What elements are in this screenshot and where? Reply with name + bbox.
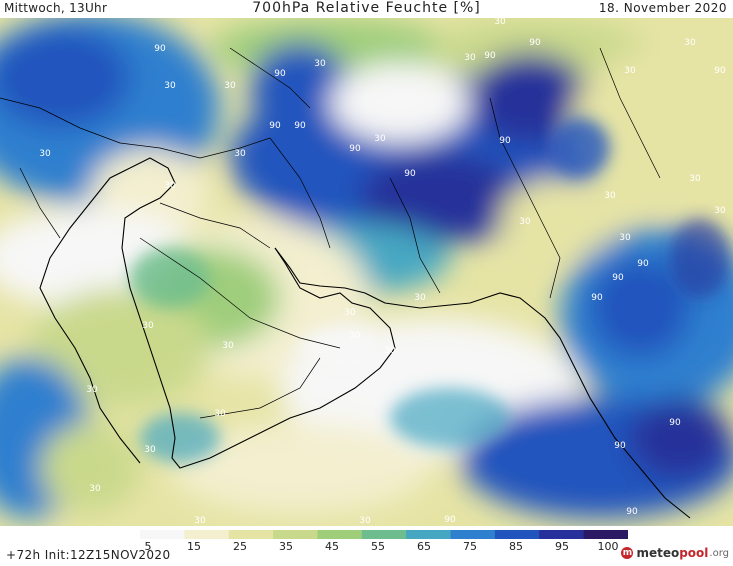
contour-label: 90 [614,441,626,451]
brand-accent: pool [679,546,709,560]
contour-label: 90 [529,38,541,48]
contour-label: 90 [444,515,456,525]
contour-label: 30 [619,233,631,243]
colorbar-segment [450,530,496,539]
contour-label: 90 [404,169,416,179]
colorbar-tick-label: 45 [325,540,339,553]
colorbar-segment [406,530,452,539]
contour-label: 30 [604,191,616,201]
humidity-map[interactable]: 90 30 30 30 30 30 90 90 30 30 90 90 90 30 30 30 30 90 90 90… [0,18,733,526]
meteopool-icon: m [621,547,634,559]
contour-label: 90 [669,418,681,428]
colorbar-segment [184,530,230,539]
colorbar-tick-label: 55 [371,540,385,553]
contour-label: 90 [499,136,511,146]
forecast-time: Mittwoch, 13Uhr [4,1,108,15]
contour-label: 90 [484,51,496,61]
contour-label: 30 [689,174,701,184]
brand-prefix: meteo [636,546,680,560]
contour-label: 90 [612,273,624,283]
contour-label: 90 [626,507,638,517]
colorbar-labels: 5 15 25 35 45 55 65 75 85 95 100 [0,540,733,554]
contour-label: 90 [274,69,286,79]
contour-label: 30 [144,445,156,455]
brand-suffix: .org [709,547,729,559]
humidity-field [0,18,733,518]
contour-label: 30 [494,18,506,27]
contour-label: 30 [384,346,396,356]
forecast-date: 18. November 2020 [598,1,727,15]
contour-label: 30 [89,484,101,494]
contour-labels: 90 30 30 30 30 30 90 90 30 30 90 90 90 30 30 30 30 90 90 90… [39,18,726,526]
contour-label: 30 [519,217,531,227]
colorbar-tick-label: 85 [509,540,523,553]
contour-label: 30 [39,149,51,159]
country-borders [0,47,661,419]
coastlines [39,157,691,519]
contour-label: 30 [194,516,206,526]
colorbar-segment [273,530,318,539]
contour-label: 30 [414,293,426,303]
contour-label: 90 [294,121,306,131]
contour-label: 30 [624,66,636,76]
colorbar-tick-label: 15 [187,540,201,553]
contour-label: 30 [684,38,696,48]
colorbar-tick-label: 95 [555,540,569,553]
brand-logo[interactable]: m meteo pool .org [621,546,729,560]
colorbar-tick-label: 100 [597,540,619,553]
colorbar-segment [539,530,585,539]
contour-label: 90 [349,144,361,154]
colorbar-segment [228,530,274,539]
contour-label: 90 [591,293,603,303]
contour-label: 90 [637,259,649,269]
map-title: 700hPa Relative Feuchte [%] [252,0,481,16]
colorbar-tick-label: 65 [417,540,431,553]
colorbar-tick-label: 75 [463,540,477,553]
contour-label: 30 [344,308,356,318]
colorbar-segment [140,530,185,539]
contour-label: 30 [234,149,246,159]
humidity-detail [130,118,730,463]
contour-label: 30 [714,206,726,216]
header: Mittwoch, 13Uhr 700hPa Relative Feuchte … [0,0,733,18]
colorbar-segment [494,530,540,539]
contour-label: 30 [359,516,371,526]
contour-label: 30 [349,331,361,341]
colorbar [140,530,628,539]
colorbar-segment [583,530,628,539]
colorbar-tick-label: 5 [144,540,152,553]
contour-label: 30 [214,409,226,419]
contour-label: 30 [374,134,386,144]
contour-label: 30 [222,341,234,351]
contour-label: 30 [464,53,476,63]
colorbar-tick-label: 35 [279,540,293,553]
contour-label: 90 [714,66,726,76]
colorbar-segment [361,530,407,539]
contour-label: 90 [269,121,281,131]
contour-label: 90 [154,44,166,54]
init-time: +72h Init:12Z15NOV2020 [6,548,171,562]
contour-label: 30 [164,81,176,91]
contour-label: 30 [224,81,236,91]
humidity-map-svg: 90 30 30 30 30 30 90 90 30 30 90 90 90 30 30 30 30 90 90 90… [0,18,733,526]
colorbar-segment [317,530,363,539]
contour-label: 30 [164,181,176,191]
contour-label: 30 [142,321,154,331]
contour-label: 30 [86,385,98,395]
colorbar-tick-label: 25 [233,540,247,553]
footer: 5 15 25 35 45 55 65 75 85 95 100 +72h Init:12Z15NO… [0,526,733,566]
contour-label: 30 [314,59,326,69]
